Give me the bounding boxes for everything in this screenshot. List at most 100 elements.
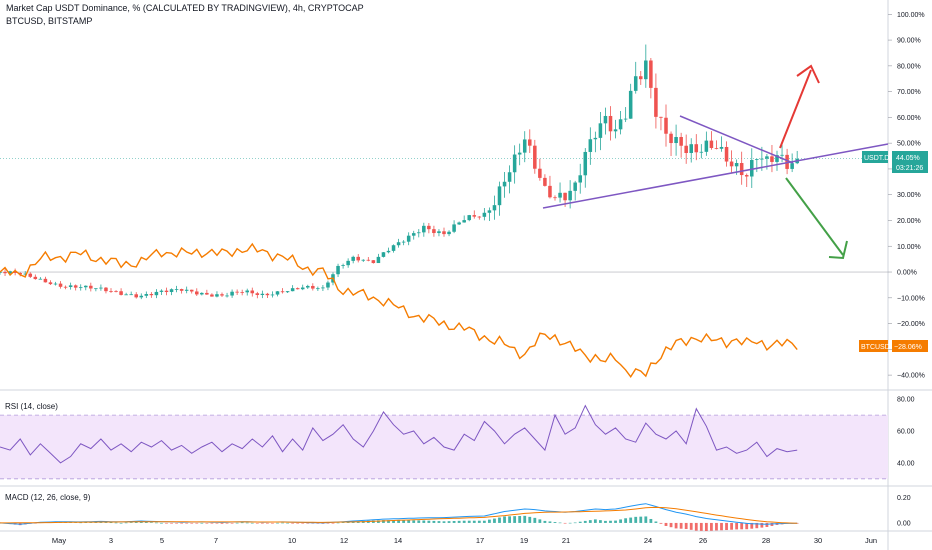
candle-body [558,192,562,198]
macd-bar [109,522,113,524]
x-tick-label: 28 [762,536,770,545]
macd-bar [619,519,622,523]
upper-trendline[interactable] [679,115,794,164]
candle-body [184,289,189,291]
candle-body [290,288,295,292]
candle-body [522,139,527,153]
candle-body [124,294,128,296]
x-tick-label: 7 [214,536,218,545]
x-tick-label: 30 [814,536,822,545]
candle-body [664,117,668,134]
macd-bar [604,520,607,523]
btc-tag-name: BTCUSD [861,344,890,351]
candle-body [33,276,38,280]
candle-body [417,232,421,234]
rsi-tick-label: 80.00 [897,397,915,404]
macd-bar [710,522,713,531]
macd-bar [200,522,204,524]
macd-bar [689,522,693,530]
candle-body [129,294,133,296]
y-axis-macd[interactable]: 0.20 0.00 [897,495,911,527]
candle-body [346,260,350,266]
macd-bar [720,522,723,531]
macd-tick-label: 0.00 [897,520,911,527]
macd-bar [432,520,436,523]
macd-bar [134,522,138,523]
macd-bar [659,522,663,524]
macd-bar [412,520,416,523]
macd-bar [124,522,128,524]
macd-bar [493,518,496,523]
candle-body [300,287,305,290]
y-axis-main[interactable]: 100.00%90.00%80.00%70.00%60.00%50.00%40.… [888,12,925,380]
candle-body [13,271,17,273]
candle-body [765,156,769,159]
candle-body [200,292,204,295]
macd-bar [679,522,683,529]
candle-body [442,231,446,235]
macd-bar [185,522,189,524]
macd-bar [336,522,340,524]
candle-body [775,155,779,162]
candle-body [38,278,43,280]
macd-bar [578,521,582,523]
macd-bar [730,522,733,530]
candle-body [598,123,603,138]
candle-body [553,197,557,199]
macd-bar [331,522,335,524]
macd-bar [114,522,118,524]
candle-body [68,285,73,288]
macd-bar [649,518,653,523]
candle-body [321,287,325,289]
arrow-down[interactable] [785,177,848,260]
candle-body [437,231,441,234]
x-axis[interactable]: May 3 5 7 10 12 14 17 19 21 24 26 28 30 Jun [52,536,877,545]
candle-body [507,172,512,182]
candle-body [0,272,2,273]
lower-trendline[interactable] [542,143,889,209]
macd-bar [523,515,527,523]
y-axis-rsi[interactable]: 80.00 60.00 40.00 [897,397,915,468]
candle-body [164,290,169,293]
candle-body [356,256,360,261]
candle-body [89,285,93,289]
macd-bar [286,522,289,524]
macd-bar [553,522,557,523]
macd-bar [457,520,461,523]
macd-bar [220,522,224,524]
macd-bar [482,520,486,523]
macd-bar [538,519,542,523]
candle-body [780,154,784,156]
x-tick-label: 21 [562,536,570,545]
macd-bar [624,518,628,523]
candle-body [528,139,532,146]
candle-body [654,87,658,117]
candle-body [58,283,63,287]
macd-bar [664,522,668,526]
candle-body [603,115,608,124]
macd-bar [119,522,123,524]
candle-body [669,133,673,144]
macd-bar [382,520,385,523]
candle-body [3,272,7,274]
macd-histogram [0,515,799,532]
candle-body [149,294,154,296]
y-tick-label: 0.00% [897,270,917,277]
macd-bar [240,522,244,524]
candle-body [84,285,88,288]
candle-body [719,146,724,149]
macd-bar [563,522,567,524]
macd-bar [573,522,577,524]
arrow-up[interactable] [779,64,820,149]
y-tick-label: −20.00% [897,321,925,328]
candle-series [0,44,799,300]
macd-bar [165,522,168,524]
btc-tag-value: −28.06% [894,344,922,351]
usdt-tag-value: 44.05% [896,155,920,162]
macd-bar [160,522,163,524]
macd-bar [639,516,643,523]
candle-body [366,259,371,261]
usdt-tag-timer: 03:21:26 [896,165,923,172]
x-tick-label: 17 [476,536,484,545]
